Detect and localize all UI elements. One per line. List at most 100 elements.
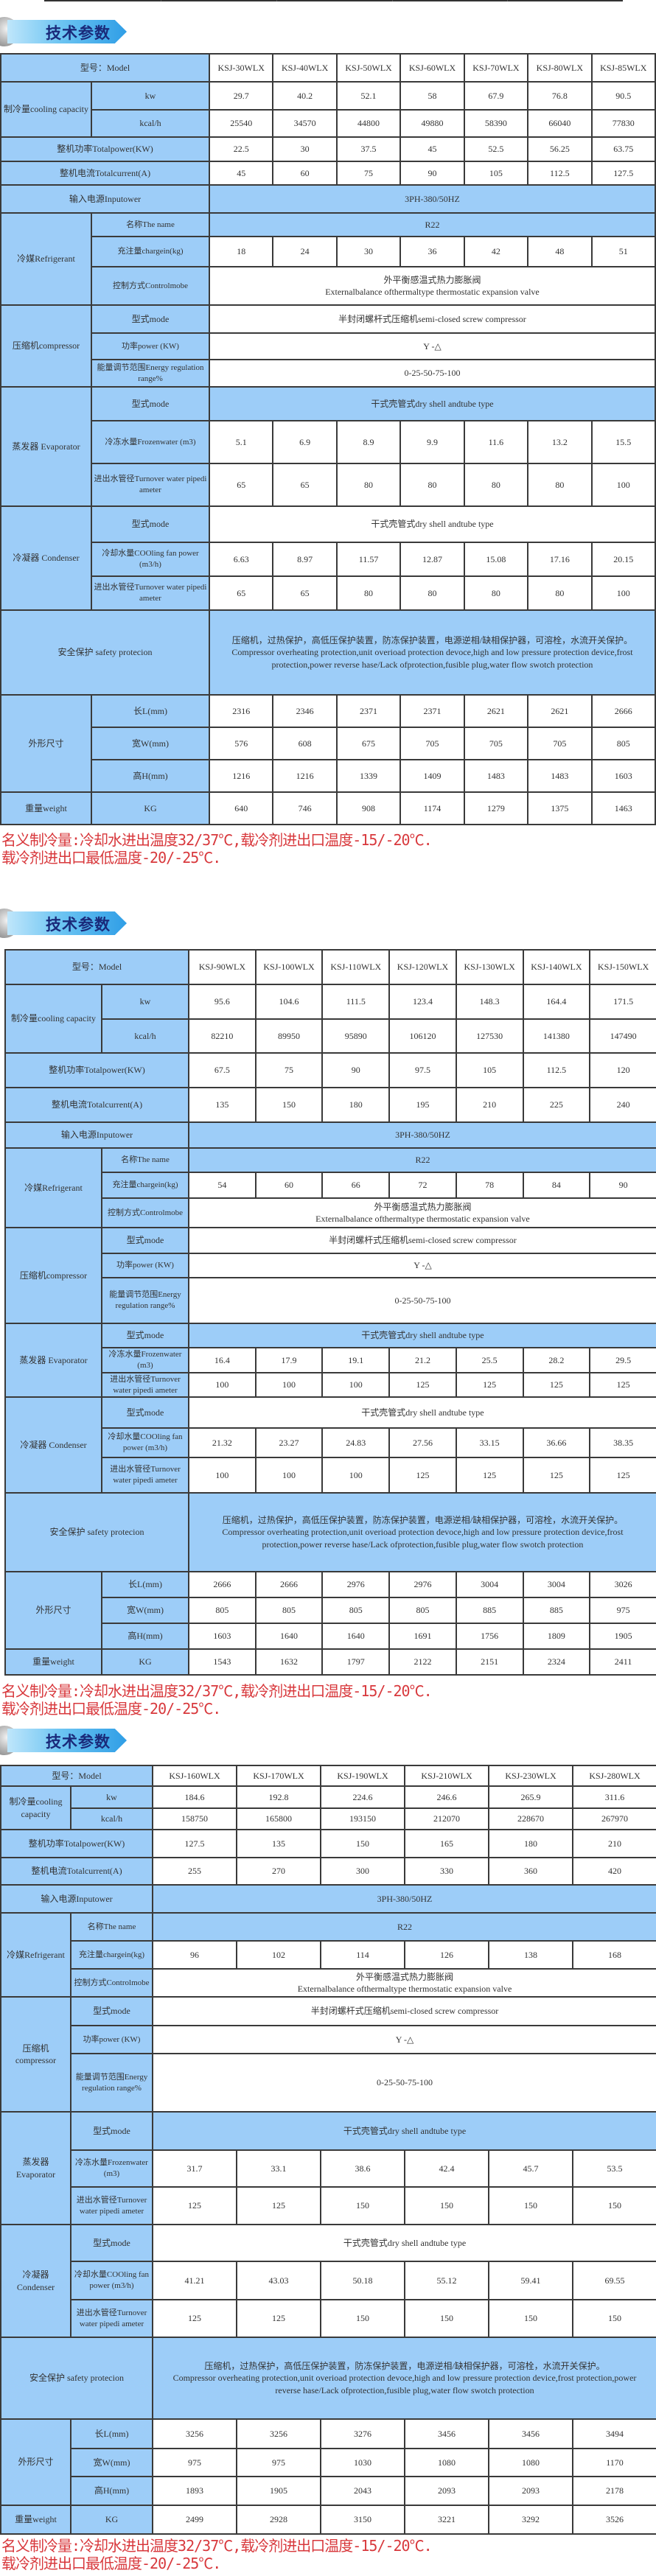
value-cell: 148.3	[455, 984, 524, 1020]
value-cell: 1170	[572, 2448, 656, 2477]
value-cell: 20.15	[590, 542, 656, 577]
model-name: KSJ-70WLX	[463, 53, 529, 83]
value-cell: 45.7	[488, 2149, 573, 2188]
value-cell: 267970	[572, 1807, 656, 1830]
pipe-diameter-label: 进出水管径Turnover water pipedi ameter	[91, 575, 210, 611]
evaporator-type-value: 干式壳管式dry shell andtube type	[209, 386, 656, 421]
value-cell: 3150	[320, 2505, 405, 2535]
input-power-label: 输入电源Inputower	[0, 1884, 153, 1914]
banner-title: 技术参数	[46, 916, 111, 934]
value-cell: 1030	[320, 2448, 405, 2477]
value-cell: 56.25	[527, 136, 593, 162]
value-cell: 805	[590, 727, 656, 760]
value-cell: 1640	[254, 1623, 324, 1650]
value-cell: 3292	[488, 2505, 573, 2535]
value-cell: 3004	[522, 1571, 591, 1598]
cooling-water-row: 冷却水量COOling fan power (m3/h) 21.32 23.27 24…	[5, 1427, 656, 1458]
note-line: 名义制冷量:冷却水进出温度32/37℃,载冷剂进出口温度-15/-20℃.	[1, 1682, 433, 1700]
value-cell: 255	[152, 1857, 237, 1886]
mode-label: 型式mode	[70, 2111, 153, 2151]
value-cell: 100	[590, 575, 656, 611]
compressor-mode-value: 半封闭螺杆式压缩机semi-closed screw compressor	[209, 304, 656, 334]
control-row: 控制方式Controlmobe 外平衡感温式热力膨胀阀 Externalbalanc…	[5, 1197, 656, 1228]
compressor-power-value: Y -△	[152, 2025, 656, 2054]
value-cell: 127.5	[152, 1829, 237, 1858]
evaporator-type-value: 干式壳管式dry shell andtube type	[152, 2111, 656, 2151]
total-current-label: 整机电流Totalcurrent(A)	[4, 1087, 189, 1123]
safety-protection-value: 压缩机，过热保护，高低压保护装置，防冻保护装置，电源逆相/缺相保护器，可溶栓，水…	[188, 1492, 656, 1572]
value-cell: 3256	[236, 2418, 321, 2449]
control-mode-en: Externalbalance ofthermaltype thermostat…	[297, 1984, 512, 1994]
unit-label: kcal/h	[101, 1018, 189, 1054]
condenser-type-value: 干式壳管式dry shell andtube type	[152, 2224, 656, 2262]
value-cell: 2093	[404, 2476, 489, 2506]
model-name: KSJ-85WLX	[590, 53, 656, 83]
cooling-kw-row: 制冷量cooling capacity kw 29.7 40.2 52.1 58 67.9 7…	[0, 81, 656, 138]
safety-row: 安全保护 safety protecion 压缩机，过热保护，高低压保护装置，防冻…	[0, 609, 656, 696]
condenser-mode-row: 冷凝器 Condenser 型式mode 干式壳管式dry shell andtub…	[4, 1396, 656, 1494]
value-cell: 212070	[404, 1807, 489, 1830]
value-cell: 2043	[320, 2476, 405, 2506]
note-line: 载冷剂进出口最低温度-20/-25℃.	[1, 2555, 221, 2572]
value-cell: 2324	[522, 1648, 591, 1676]
value-cell: 45	[208, 161, 274, 186]
model-name: KSJ-120WLX	[388, 949, 457, 985]
value-cell: 192.8	[236, 1785, 321, 1809]
value-cell: 6.63	[208, 542, 274, 577]
value-cell: 80	[527, 575, 593, 611]
value-cell: 125	[236, 2186, 321, 2225]
height-row: 高H(mm) 1603 1640 1640 1691 1756 1809 1905	[5, 1623, 656, 1650]
total-current-label: 整机电流Totalcurrent(A)	[0, 1857, 153, 1886]
value-cell: 112.5	[527, 161, 593, 186]
value-cell: 3456	[404, 2418, 489, 2449]
value-cell: 2316	[208, 694, 274, 728]
value-cell: 3456	[488, 2418, 573, 2449]
charge-label: 充注量chargein(kg)	[91, 236, 210, 267]
control-row: 控制方式Controlmobe 外平衡感温式热力膨胀阀 Externalbalanc…	[1, 1968, 656, 1998]
value-cell: 2122	[388, 1648, 457, 1676]
value-cell: 75	[254, 1052, 324, 1088]
condenser-label: 冷凝器 Condenser	[0, 2224, 71, 2338]
value-cell: 2666	[254, 1571, 324, 1598]
weight-label: 重量weight	[4, 1648, 102, 1676]
model-label: 型号：Model	[0, 53, 210, 83]
weight-row: 重量weight KG 1543 1632 1797 2122 2151 2324 2411	[4, 1648, 656, 1676]
unit-label: kcal/h	[70, 1807, 153, 1830]
note-line: 名义制冷量:冷却水进出温度32/37℃,载冷剂进出口温度-15/-20℃.	[1, 2537, 433, 2555]
safety-label: 安全保护 safety protecion	[0, 2337, 153, 2420]
value-cell: 9.9	[399, 420, 465, 464]
weight-unit-label: KG	[91, 791, 210, 825]
value-cell: 150	[254, 1087, 324, 1123]
control-mode-value: 外平衡感温式热力膨胀阀 Externalbalance ofthermaltype…	[188, 1197, 656, 1228]
value-cell: 38.35	[589, 1427, 656, 1458]
value-cell: 53.5	[572, 2149, 656, 2188]
value-cell: 164.4	[522, 984, 591, 1020]
refrigerant-label: 冷媒Refrigerant	[4, 1147, 102, 1228]
value-cell: 90	[399, 161, 465, 186]
value-cell: 25540	[208, 109, 274, 138]
evaporator-mode-row: 蒸发器 Evaporator 型式mode 干式壳管式dry shell andtu…	[4, 1323, 656, 1398]
mode-label: 型式mode	[91, 386, 210, 421]
value-cell: 125	[388, 1372, 457, 1398]
refrigerant-name-value: R22	[188, 1147, 656, 1173]
value-cell: 125	[455, 1372, 524, 1398]
value-cell: 18	[208, 236, 274, 267]
value-cell: 105	[455, 1052, 524, 1088]
previous-table-bottom-border	[44, 0, 623, 1]
evaporator-label: 蒸发器 Evaporator	[0, 386, 92, 507]
frozen-water-label: 冷冻水量Frozenwater (m3)	[70, 2149, 153, 2188]
value-cell: 150	[488, 2299, 573, 2338]
value-cell: 43.03	[236, 2261, 321, 2300]
height-row: 高H(mm) 1216 1216 1339 1409 1483 1483 1603	[1, 759, 656, 793]
input-power-value: 3PH-380/50HZ	[152, 1884, 656, 1914]
input-power-row: 输入电源Inputower 3PH-380/50HZ	[0, 184, 656, 214]
value-cell: 126	[404, 1940, 489, 1970]
value-cell: 54	[188, 1172, 257, 1199]
value-cell: 52.5	[463, 136, 529, 162]
value-cell: 60	[272, 161, 338, 186]
refrigerant-name-label: 名称The name	[101, 1147, 189, 1173]
value-cell: 246.6	[404, 1785, 489, 1809]
unit-label: kw	[91, 81, 210, 111]
value-cell: 67.9	[463, 81, 529, 111]
value-cell: 105	[463, 161, 529, 186]
